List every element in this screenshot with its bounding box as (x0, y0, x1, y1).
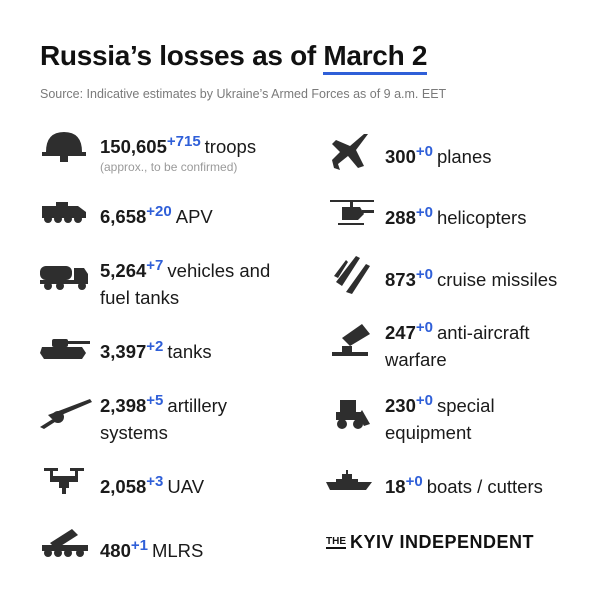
stat-value: 2,058 (100, 476, 147, 497)
stat-label: anti-aircraft warfare (385, 322, 530, 370)
stat: 873+0 cruise missiles (385, 261, 597, 293)
stat-value: 300 (385, 146, 416, 167)
stat-label: cruise missiles (436, 269, 558, 290)
stat-value: 150,605 (100, 136, 167, 157)
apv-icon (42, 202, 86, 223)
stat-value: 3,397 (100, 341, 147, 362)
missiles-icon (334, 256, 370, 294)
boat-icon (326, 470, 372, 490)
stat-label: special equipment (385, 395, 495, 443)
logo-name: KYIV INDEPENDENT (350, 532, 535, 552)
stat-label: MLRS (151, 540, 204, 561)
stat-value: 6,658 (100, 206, 147, 227)
drone-icon (44, 468, 84, 494)
stat-label: artillery systems (100, 395, 228, 443)
source: Source: Indicative estimates by Ukraine’… (40, 87, 447, 101)
stat-label: UAV (167, 476, 205, 497)
stat: 230+0 special equipment (385, 387, 535, 446)
stat: 18+0 boats / cutters (385, 468, 595, 500)
stat-label: APV (175, 206, 213, 227)
logo-small: THE (326, 536, 346, 549)
bulldozer-icon (336, 400, 370, 429)
stat-value: 18 (385, 476, 406, 497)
stat-delta: +0 (415, 204, 433, 221)
stat-delta: +0 (415, 319, 433, 336)
stat-delta: +20 (146, 203, 172, 220)
plane-icon (332, 134, 368, 170)
stat-delta: +1 (130, 537, 148, 554)
stat-note: (approx., to be confirmed) (100, 160, 238, 174)
stat-value: 873 (385, 269, 416, 290)
stat-value: 230 (385, 395, 416, 416)
title: Russia’s losses as of March 2 (40, 40, 427, 75)
stat-delta: +3 (146, 473, 164, 490)
stat-label: tanks (167, 341, 212, 362)
stat-label: vehicles and fuel tanks (100, 260, 271, 308)
stat-delta: +2 (146, 338, 164, 355)
stat: 3,397+2 tanks (100, 333, 280, 365)
stat-label: planes (436, 146, 492, 167)
stat-value: 247 (385, 322, 416, 343)
logo: THE KYIV INDEPENDENT (326, 532, 534, 553)
stat-delta: +7 (146, 257, 164, 274)
stat: 5,264+7 vehicles and fuel tanks (100, 252, 280, 311)
stat-delta: +0 (415, 392, 433, 409)
stat: 150,605+715 troops (approx., to be confir… (100, 128, 300, 174)
mlrs-icon (42, 529, 88, 557)
truck-icon (40, 266, 88, 290)
aa-icon (332, 324, 370, 356)
stat: 2,058+3 UAV (100, 468, 280, 500)
stat-delta: +0 (415, 266, 433, 283)
stat: 6,658+20 APV (100, 198, 280, 230)
stat-delta: +0 (415, 143, 433, 160)
stat: 288+0 helicopters (385, 199, 585, 231)
tank-icon (40, 339, 90, 359)
stat-delta: +5 (146, 392, 164, 409)
stat: 2,398+5 artillery systems (100, 387, 275, 446)
stat-delta: +715 (166, 133, 201, 150)
title-text: Russia’s losses as of (40, 40, 316, 71)
title-date: March 2 (323, 40, 427, 75)
stat-label: troops (204, 136, 257, 157)
stat-value: 288 (385, 207, 416, 228)
stat: 480+1 MLRS (100, 532, 280, 564)
stat-value: 5,264 (100, 260, 147, 281)
stat-label: boats / cutters (426, 476, 543, 497)
artillery-icon (40, 399, 92, 429)
stat: 300+0 planes (385, 138, 585, 170)
stat-delta: +0 (405, 473, 423, 490)
stat-value: 2,398 (100, 395, 147, 416)
helmet-icon (42, 132, 86, 162)
helicopter-icon (330, 200, 374, 225)
stat-value: 480 (100, 540, 131, 561)
stat: 247+0 anti-aircraft warfare (385, 314, 580, 373)
stat-label: helicopters (436, 207, 527, 228)
